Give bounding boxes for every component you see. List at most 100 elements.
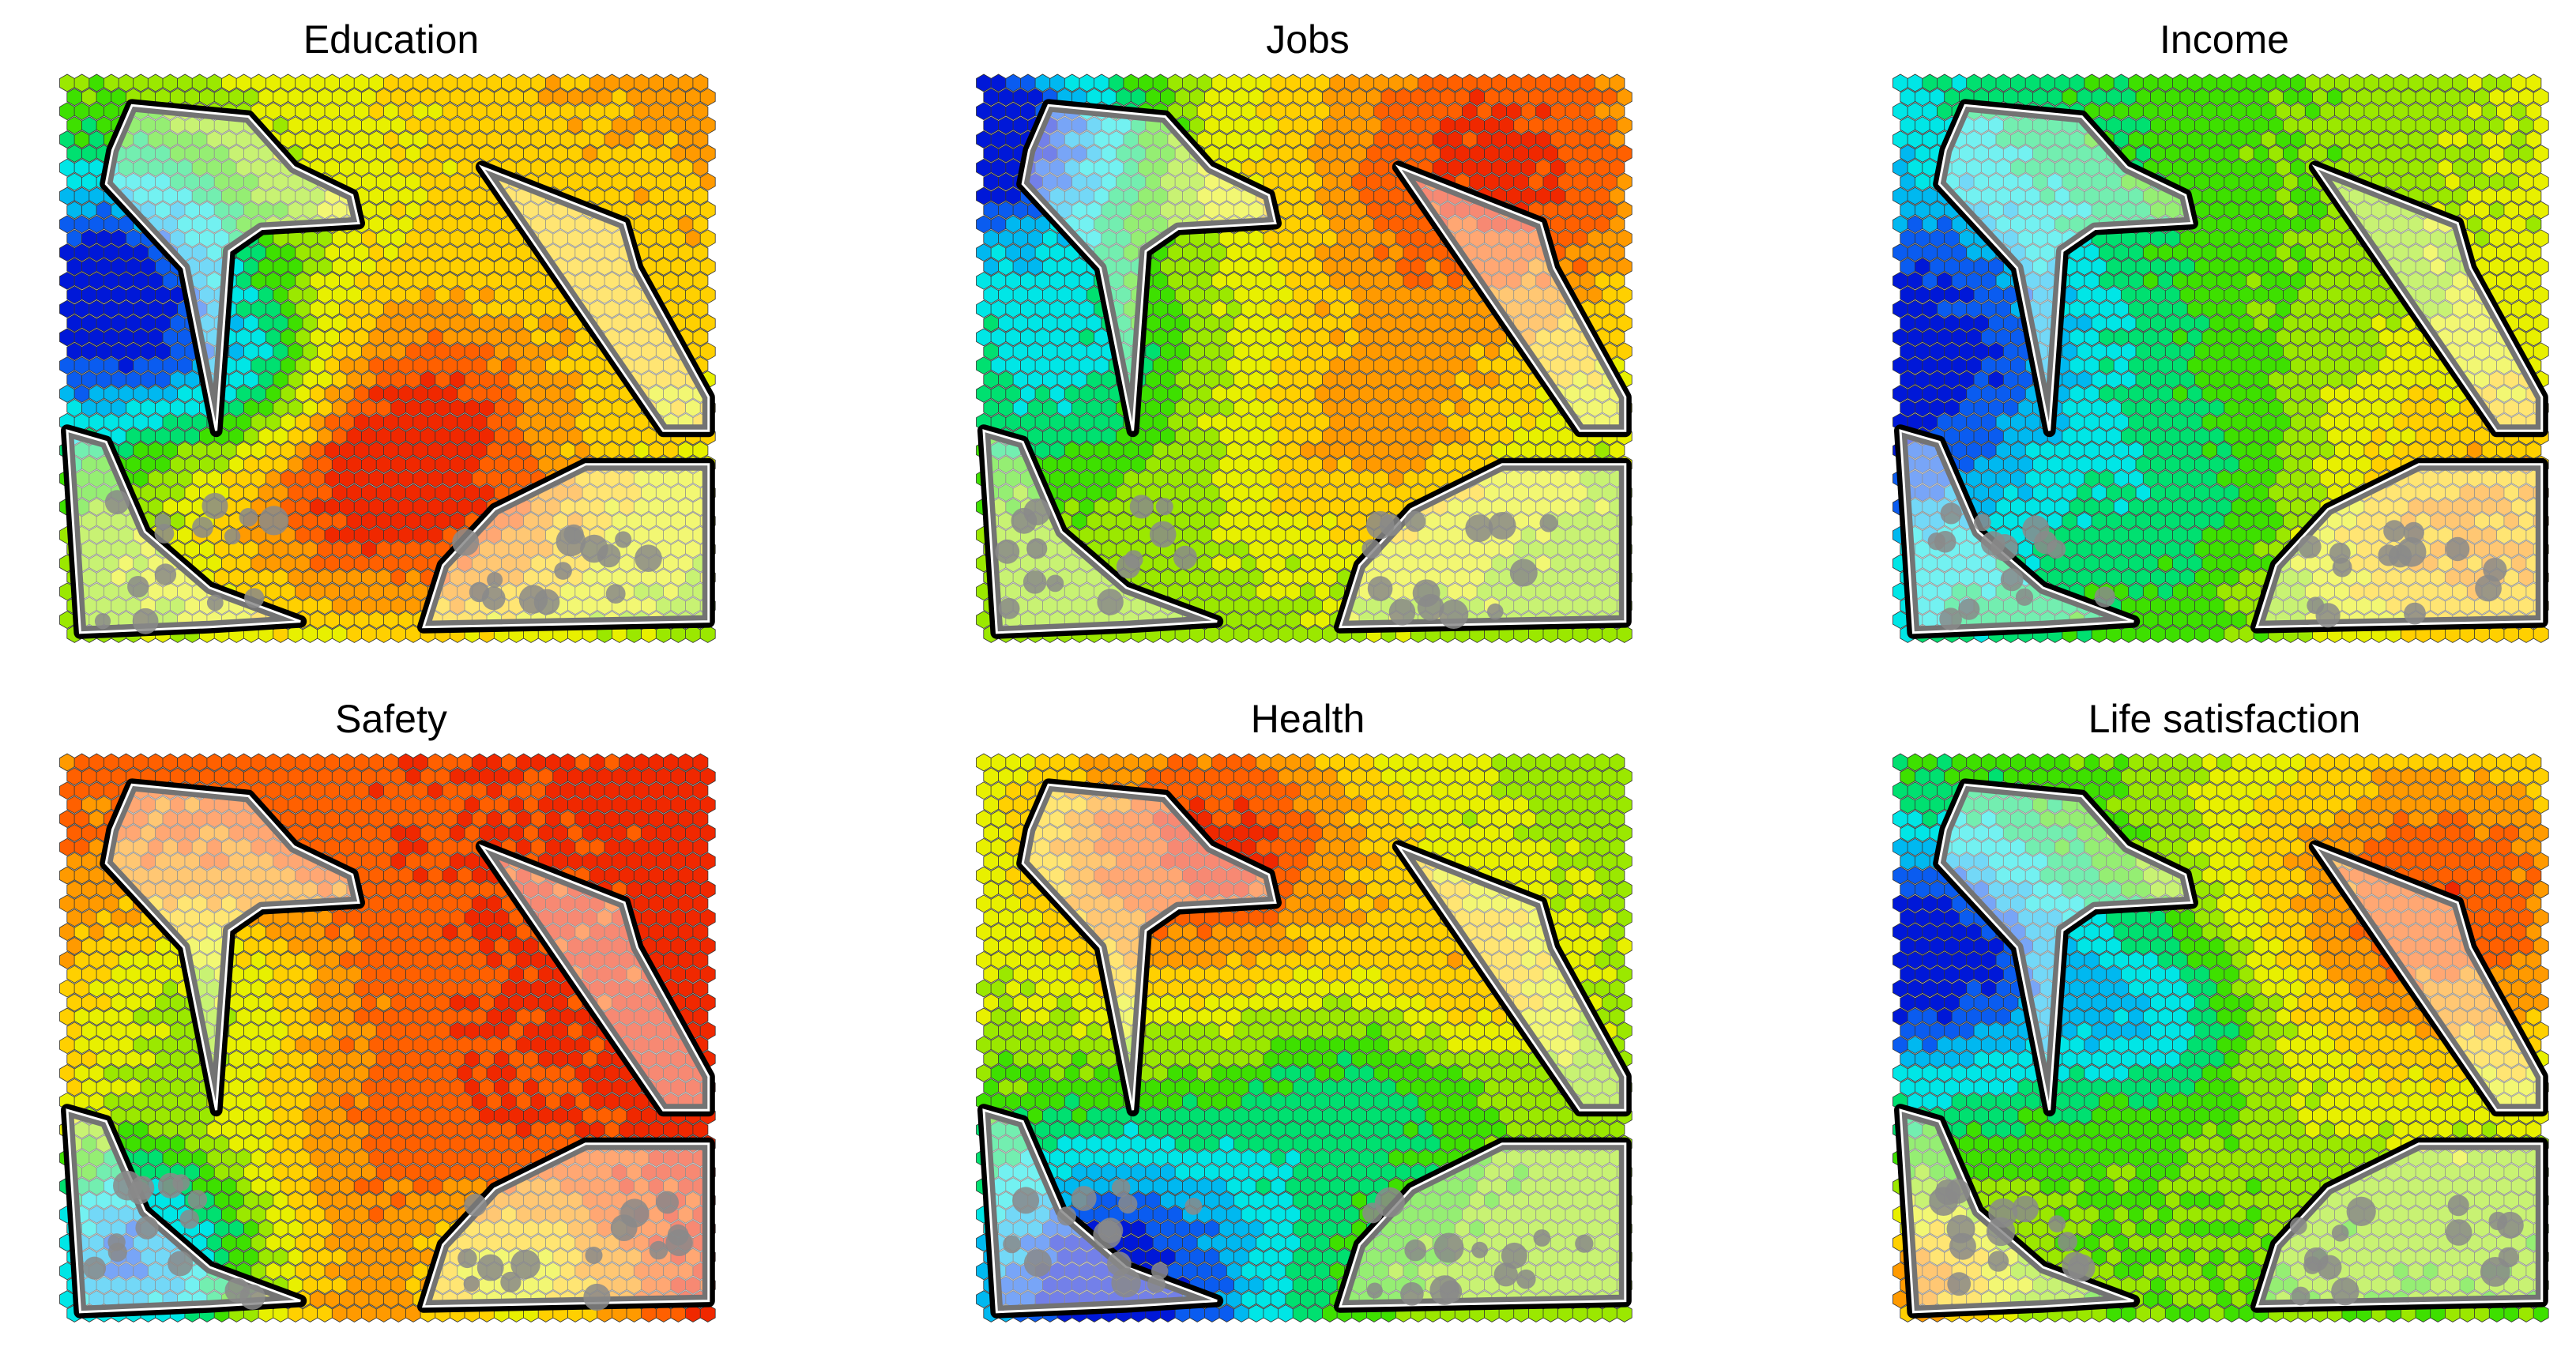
som-hex-cell [435, 371, 451, 389]
som-hex-cell [1056, 258, 1073, 276]
som-hex-cell [2194, 371, 2210, 389]
som-hex-cell [1520, 186, 1537, 205]
som-hex-cell [1907, 130, 1923, 149]
som-hex-cell [537, 116, 554, 135]
som-hex-cell [1944, 258, 1960, 276]
som-hex-cell [1922, 356, 1938, 375]
som-hex-cell [2408, 441, 2424, 460]
som-hex-cell [479, 483, 495, 502]
som-hex-cell [331, 625, 348, 643]
som-hex-cell [1425, 116, 1441, 135]
som-hex-cell [2239, 258, 2254, 276]
som-hex-cell [346, 314, 363, 333]
som-hex-cell [1292, 172, 1309, 191]
som-hex-cell [177, 498, 193, 516]
som-hex-cell [1241, 243, 1257, 262]
som-hex-cell [1966, 441, 1983, 460]
som-hex-cell [309, 243, 326, 262]
som-hex-cell [383, 186, 399, 205]
som-hex-cell [435, 145, 451, 163]
som-hex-cell [1278, 568, 1294, 587]
som-hex-cell [1071, 258, 1087, 276]
som-hex-cell [1226, 130, 1242, 149]
som-hex-cell [1300, 582, 1316, 601]
som-hex-cell [1388, 73, 1404, 92]
som-hex-cell [1915, 145, 1930, 163]
som-hex-cell [2239, 371, 2254, 389]
som-hex-cell [1995, 299, 2012, 318]
som-hex-cell [2261, 186, 2277, 205]
som-hex-cell [1907, 102, 1923, 121]
som-hex-cell [397, 582, 414, 601]
som-hex-cell [501, 385, 517, 403]
som-hex-cell [2194, 88, 2210, 107]
som-hex-cell [1959, 427, 1975, 446]
som-hex-cell [655, 201, 672, 220]
som-hex-cell [368, 102, 385, 121]
som-hex-cell [1557, 88, 1573, 107]
som-hex-cell [405, 201, 421, 220]
som-hex-cell [1145, 568, 1162, 587]
som-hex-cell [2408, 102, 2424, 121]
som-hex-cell [2290, 328, 2307, 347]
som-hex-cell [147, 328, 164, 347]
som-hex-cell [1167, 271, 1184, 290]
som-hex-cell [427, 441, 443, 460]
som-hex-cell [258, 455, 274, 474]
som-hex-cell [1550, 158, 1566, 177]
som-hex-cell [368, 582, 385, 601]
som-hex-cell [2319, 102, 2336, 121]
som-hex-cell [147, 385, 164, 403]
som-hex-cell [206, 441, 223, 460]
som-hex-cell [309, 130, 326, 149]
som-hex-cell [1145, 455, 1162, 474]
som-hex-cell [1929, 229, 1945, 248]
som-hex-cell [619, 186, 635, 205]
som-hex-cell [508, 88, 525, 107]
som-hex-cell [221, 73, 237, 92]
som-hex-cell [1520, 73, 1537, 92]
som-hex-cell [258, 540, 274, 559]
som-hex-cell [1388, 215, 1404, 234]
som-hex-cell [2283, 398, 2299, 417]
sample-dot [580, 534, 608, 563]
som-hex-cell [1900, 371, 1916, 389]
som-hex-cell [140, 285, 156, 304]
som-hex-cell [1609, 299, 1625, 318]
som-hex-cell [537, 314, 554, 333]
som-hex-cell [1108, 412, 1124, 431]
som-hex-cell [228, 342, 245, 361]
som-hex-cell [280, 469, 296, 488]
som-hex-cell [250, 441, 267, 460]
som-hex-cell [1366, 371, 1382, 389]
som-hex-cell [331, 145, 348, 163]
som-hex-cell [2326, 116, 2343, 135]
som-hex-cell [1336, 258, 1353, 276]
som-hex-cell [383, 554, 399, 573]
som-hex-cell [2172, 299, 2188, 318]
som-hex-cell [626, 145, 642, 163]
som-hex-cell [1079, 498, 1095, 516]
som-hex-cell [162, 385, 179, 403]
som-hex-cell [2518, 229, 2534, 248]
som-hex-cell [346, 596, 363, 615]
som-hex-cell [559, 441, 576, 460]
som-hex-cell [1907, 299, 1923, 318]
som-hex-cell [324, 73, 341, 92]
som-hex-cell [2172, 102, 2188, 121]
som-hex-cell [648, 102, 665, 121]
som-hex-cell [302, 427, 318, 446]
som-hex-cell [648, 441, 665, 460]
som-hex-cell [1300, 215, 1316, 234]
som-hex-cell [633, 186, 650, 205]
som-hex-cell [368, 525, 385, 544]
som-hex-cell [2503, 145, 2520, 163]
som-hex-cell [243, 455, 259, 474]
som-hex-cell [2261, 469, 2277, 488]
som-hex-cell [324, 525, 341, 544]
som-hex-cell [597, 427, 613, 446]
som-hex-cell [81, 314, 97, 333]
som-hex-cell [976, 611, 992, 630]
som-hex-cell [2231, 102, 2247, 121]
som-hex-cell [1270, 299, 1286, 318]
